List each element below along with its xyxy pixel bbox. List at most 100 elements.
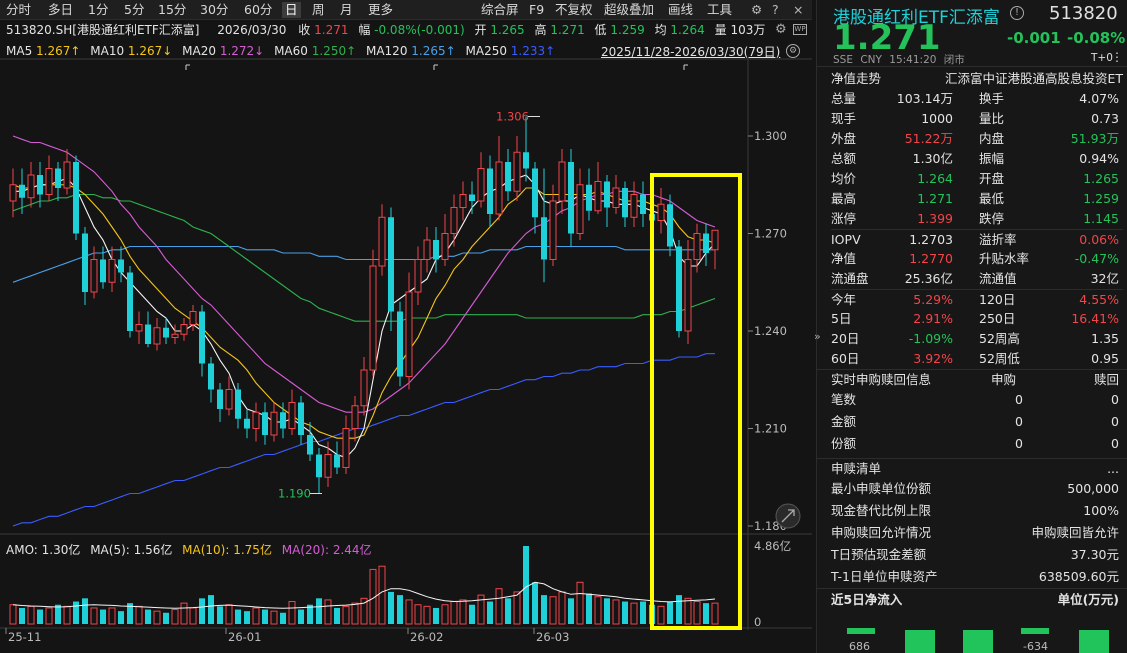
candle-body [505,162,511,192]
toolbar-button[interactable]: F9 [529,2,545,17]
amo-value: AMO: 1.30亿 [6,543,81,557]
ma60-label: MA60 [274,44,312,58]
volume-bar [640,601,646,624]
highlight-box [650,173,742,630]
toolbar-button[interactable]: 不复权 [555,2,593,17]
candle-body [225,389,233,410]
candle-body [576,184,584,234]
volume-bar [252,607,260,625]
help-icon[interactable]: ? [772,2,779,17]
period-tab[interactable]: 日 [282,2,301,18]
volume-bar [135,605,143,625]
field-label: 量比 [979,111,1005,126]
nav-trend-row[interactable]: 净值走势 汇添富中证港股通高股息投资ET [831,69,1123,89]
volume-tick-label: 4.86亿 [754,539,791,553]
gear-icon[interactable]: ⚙ [751,2,763,17]
period-tab[interactable]: 5分 [124,2,145,17]
candle-body [703,233,709,253]
ma10-label: MA10 [90,44,128,58]
period-tab[interactable]: 1分 [88,2,109,17]
field-value: 1.259 [1083,191,1119,206]
period-tab[interactable]: 更多 [368,2,394,17]
x-tick-label: 25-11 [8,630,41,644]
volume-bar [217,606,223,624]
toolbar-button[interactable]: 超级叠加 [604,2,655,17]
candle-body [513,151,521,192]
close-icon[interactable]: × [793,2,804,17]
volume-bar [433,607,439,624]
candle-body [549,200,557,260]
field-value: 51.93万 [1070,131,1119,146]
volume-bar [703,603,709,624]
redeem-value: 0 [1015,414,1023,429]
toolbar-button[interactable]: 综合屏 [481,2,519,17]
candle-body [414,259,422,293]
volume-bar [612,599,620,625]
period-tab[interactable]: 15分 [158,2,187,17]
candle-body [298,402,304,435]
list-more-icon[interactable]: ... [1107,461,1119,476]
candle-body [9,184,17,202]
list-row: T日预估现金差额 37.30元 [831,545,1123,565]
time: 15:41:20 [889,54,937,66]
field-value: 32亿 [1090,271,1119,286]
volume-bar [19,607,25,624]
candle-body [604,181,610,208]
period-tab[interactable]: 多日 [48,2,74,17]
candle-body [45,168,53,195]
period-toolbar: 分时 多日 1分 5分 15分 30分 60分日周月更多 综合屏 F9 不复权 超级叠加 画线 工具 ⚙?… [0,0,812,20]
list-label: 最小申赎单位份额 [831,481,932,496]
candle-body [469,194,475,201]
volume-bar [108,607,116,625]
period-tab[interactable]: 30分 [200,2,229,17]
volume-bar [316,598,322,624]
period-tab[interactable]: 周 [312,2,325,17]
quote-info-line: 513820.SH[港股通红利ETF汇添富] 2026/03/30 收 1.27… [6,21,765,39]
period-tab[interactable]: 60分 [244,2,273,17]
kline-chart[interactable]: 1.3001.2701.2401.2101.1801.3061.1904.86亿… [0,58,812,653]
date-range[interactable]: 2025/11/28-2026/03/30(79日) [601,45,781,59]
volume-bar [235,609,241,624]
period-tab[interactable]: 分时 [6,2,32,17]
info-icon[interactable]: ! [1010,6,1024,20]
period-tab[interactable]: 月 [340,2,353,17]
volume-bar [288,601,296,625]
volume-bar [450,601,458,625]
nav-trend-value: 汇添富中证港股通高股息投资ET [944,71,1123,86]
volume-bar [171,609,179,625]
candle-body [676,246,682,331]
open-label: 开 [474,23,487,37]
field-value: 1.399 [917,211,953,226]
volume-ma-line [12,581,716,609]
change-value: -0.08%(-0.001) [374,23,465,37]
t0-badge: T+0 [1091,52,1113,64]
wp-icon[interactable]: WP [793,24,807,35]
candle-body [684,259,692,332]
list-title: 申赎清单 [831,461,882,476]
candle-body [495,161,503,215]
price-tick-label: 1.300 [754,129,787,143]
low-value: 1.259 [610,23,645,37]
security-code-big: 513820 [1049,3,1118,24]
toolbar-button[interactable]: 画线 [668,2,694,17]
candle-body [433,240,439,260]
toolbar-button[interactable]: 工具 [707,2,733,17]
ma120-value: 1.265↑ [411,44,456,58]
volume-zero-label: 0 [754,615,761,629]
security-name: 港股通红利ETF汇添富 [833,8,1000,28]
volume-bar [27,605,35,625]
more-icon[interactable]: ⋮ [1111,50,1123,64]
flow-bar [847,628,875,634]
volume-bar [298,609,304,624]
candle-body [378,216,386,267]
volume-bar [676,595,682,624]
collapse-panel-icon[interactable]: » [814,330,821,343]
settings-icon[interactable]: ⚙ [786,44,800,58]
candle-body [307,435,313,455]
volume-bar [189,607,197,625]
candle-body [235,389,241,419]
volume-bar [630,602,638,625]
field-label: 换手 [979,91,1005,106]
gear-icon[interactable]: ⚙ [775,22,787,37]
